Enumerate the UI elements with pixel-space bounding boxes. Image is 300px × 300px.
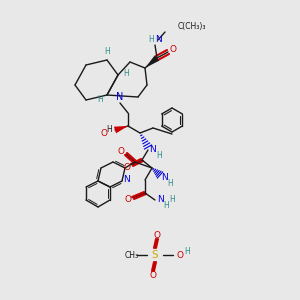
Text: N: N (116, 92, 124, 102)
Text: C(CH₃)₃: C(CH₃)₃ (178, 22, 206, 32)
Text: S: S (152, 250, 158, 260)
Text: H: H (184, 248, 190, 256)
Text: CH₃: CH₃ (125, 250, 139, 260)
Text: O: O (118, 148, 124, 157)
Text: H: H (123, 68, 129, 77)
Polygon shape (114, 126, 128, 133)
Text: O: O (154, 230, 160, 239)
Text: H: H (156, 151, 162, 160)
Text: N: N (150, 146, 156, 154)
Text: H: H (163, 200, 169, 209)
Text: N: N (124, 175, 130, 184)
Text: O: O (124, 196, 131, 205)
Text: O: O (149, 271, 157, 280)
Text: H: H (104, 47, 110, 56)
Polygon shape (145, 55, 159, 68)
Text: O: O (169, 46, 176, 55)
Text: H: H (106, 125, 112, 134)
Text: H: H (167, 178, 173, 188)
Text: O: O (100, 128, 107, 137)
Text: N: N (157, 196, 164, 205)
Text: N: N (154, 35, 161, 44)
Text: H: H (169, 196, 175, 205)
Text: N: N (162, 172, 168, 182)
Text: H: H (97, 95, 103, 104)
Text: H: H (148, 35, 154, 44)
Text: O: O (176, 250, 184, 260)
Text: O: O (124, 163, 130, 172)
